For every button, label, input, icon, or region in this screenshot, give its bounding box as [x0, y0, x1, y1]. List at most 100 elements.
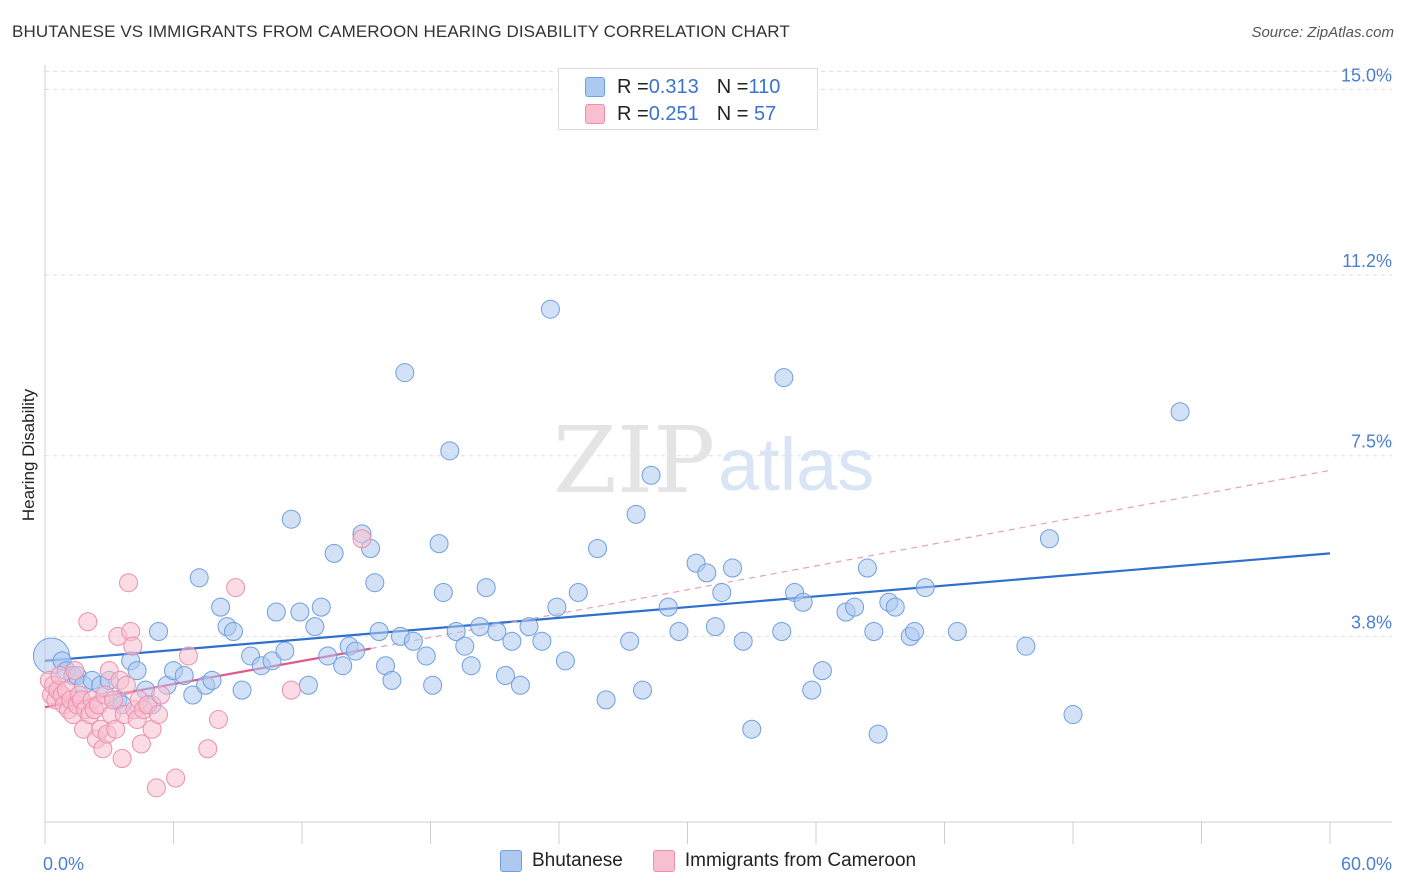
- data-point: [369, 622, 389, 642]
- series-legend: Bhutanese Immigrants from Cameroon: [500, 850, 946, 872]
- data-point: [208, 709, 228, 729]
- data-point: [333, 656, 353, 676]
- data-point: [305, 617, 325, 637]
- data-point: [151, 685, 171, 705]
- legend-r-label: R =: [617, 102, 649, 125]
- grid-lines: [45, 70, 1392, 637]
- data-point: [166, 768, 186, 788]
- data-point: [223, 622, 243, 642]
- y-axis-title: Hearing Disability: [19, 388, 38, 521]
- data-point: [382, 670, 402, 690]
- axes: [44, 65, 1392, 844]
- legend-label-cameroon: Immigrants from Cameroon: [684, 850, 917, 871]
- data-point: [275, 641, 295, 661]
- data-point: [476, 578, 496, 598]
- data-point: [487, 622, 507, 642]
- data-point: [365, 573, 385, 593]
- data-point: [198, 739, 218, 759]
- data-point: [532, 631, 552, 651]
- data-point: [772, 622, 792, 642]
- data-point: [864, 622, 884, 642]
- data-point: [470, 617, 490, 637]
- data-point: [106, 719, 126, 739]
- data-point: [281, 680, 301, 700]
- trend-line: [44, 552, 1331, 662]
- data-point: [502, 631, 522, 651]
- data-point: [519, 617, 539, 637]
- data-point: [324, 543, 344, 563]
- legend-n-label: N =: [716, 75, 749, 98]
- data-point: [311, 597, 331, 617]
- data-point: [149, 622, 169, 642]
- data-point: [352, 529, 372, 549]
- data-point: [669, 622, 689, 642]
- data-point: [104, 690, 124, 710]
- data-point: [131, 734, 151, 754]
- y-tick-label: 15.0%: [1341, 65, 1392, 85]
- data-point: [658, 597, 678, 617]
- data-point: [845, 597, 865, 617]
- legend-swatch-bhutanese: [585, 77, 605, 97]
- data-point: [446, 622, 466, 642]
- data-point: [395, 363, 415, 383]
- data-point: [178, 646, 198, 666]
- data-point: [433, 582, 453, 602]
- chart-title: BHUTANESE VS IMMIGRANTS FROM CAMEROON HE…: [12, 22, 790, 41]
- data-point: [127, 661, 147, 681]
- data-point: [620, 631, 640, 651]
- watermark-atlas: atlas: [718, 423, 874, 506]
- data-points: [32, 299, 1190, 798]
- data-point: [705, 617, 725, 637]
- data-point: [266, 602, 286, 622]
- legend-swatch-cameroon: [652, 850, 675, 872]
- data-point: [641, 465, 661, 485]
- data-point: [226, 578, 246, 598]
- data-point: [885, 597, 905, 617]
- data-point: [495, 665, 515, 685]
- y-tick-label: 11.2%: [1342, 251, 1392, 271]
- data-point: [211, 597, 231, 617]
- data-point: [915, 578, 935, 598]
- data-point: [461, 656, 481, 676]
- data-point: [416, 646, 436, 666]
- trend-line-extended: [370, 469, 1331, 650]
- data-point: [1063, 705, 1083, 725]
- y-tick-label: 7.5%: [1351, 432, 1392, 452]
- series-bhutanese: [32, 299, 1190, 744]
- legend-r-label: R =: [617, 75, 649, 98]
- data-point: [793, 592, 813, 612]
- data-point: [547, 597, 567, 617]
- correlation-legend: R = 0.313 N = 110 R = 0.251 N = 57: [558, 68, 818, 130]
- data-point: [403, 631, 423, 651]
- data-point: [232, 680, 252, 700]
- legend-swatch-cameroon: [585, 104, 605, 124]
- data-point: [774, 368, 794, 388]
- legend-item-cameroon[interactable]: Immigrants from Cameroon: [652, 850, 917, 872]
- data-point: [857, 558, 877, 578]
- data-point: [146, 778, 166, 798]
- x-tick-label: 60.0%: [1341, 854, 1392, 874]
- y-tick-label: 3.8%: [1351, 612, 1392, 632]
- data-point: [290, 602, 310, 622]
- data-point: [802, 680, 822, 700]
- legend-row-cameroon: R = 0.251 N = 57: [585, 102, 776, 126]
- data-point: [262, 651, 282, 671]
- data-point: [626, 504, 646, 524]
- data-point: [281, 509, 301, 529]
- data-point: [596, 690, 616, 710]
- data-point: [697, 563, 717, 583]
- legend-item-bhutanese[interactable]: Bhutanese: [500, 850, 623, 872]
- series-cameroon: [39, 529, 372, 798]
- data-point: [947, 622, 967, 642]
- data-point: [174, 665, 194, 685]
- watermark-zip: ZIP: [553, 407, 715, 514]
- data-point: [346, 641, 366, 661]
- data-point: [112, 749, 132, 769]
- data-point: [65, 661, 85, 681]
- data-point: [712, 582, 732, 602]
- data-point: [1039, 529, 1059, 549]
- watermark: ZIP atlas: [553, 407, 874, 514]
- tick-labels: 3.8% 7.5% 11.2% 15.0% 0.0% 60.0%: [43, 65, 1392, 874]
- legend-swatch-bhutanese: [500, 850, 522, 872]
